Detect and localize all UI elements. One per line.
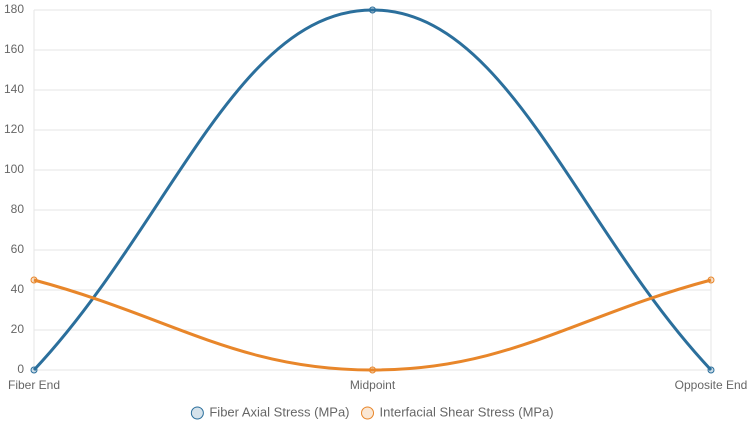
series-line: [32, 8, 713, 372]
data-point: [30, 276, 38, 284]
legend-item: Fiber Axial Stress (MPa): [190, 404, 350, 420]
y-tick-label: 40: [11, 282, 25, 296]
x-tick-label: Midpoint: [350, 378, 396, 392]
legend-item: Interfacial Shear Stress (MPa): [361, 404, 554, 420]
data-point: [30, 366, 38, 374]
legend: Fiber Axial Stress (MPa) Interfacial Shea…: [190, 404, 554, 420]
y-tick-label: 100: [4, 162, 24, 176]
y-tick-label: 180: [4, 2, 24, 16]
data-point: [369, 6, 376, 14]
y-tick-label: 0: [17, 362, 24, 376]
x-tick-label: Opposite End: [675, 378, 748, 392]
y-tick-label: 60: [11, 242, 25, 256]
x-tick-label: Fiber End: [8, 378, 60, 392]
series-line: [33, 278, 712, 372]
y-tick-label: 160: [4, 42, 24, 56]
legend-label: Interfacial Shear Stress (MPa): [380, 404, 554, 419]
y-tick-label: 140: [4, 82, 24, 96]
legend-marker: [190, 406, 204, 420]
legend-marker: [361, 406, 375, 420]
data-point: [369, 366, 376, 374]
legend-label: Fiber Axial Stress (MPa): [209, 404, 349, 419]
y-tick-label: 80: [11, 202, 25, 216]
y-tick-label: 120: [4, 122, 24, 136]
data-point: [707, 366, 715, 374]
data-point: [707, 276, 715, 284]
y-tick-label: 20: [11, 322, 25, 336]
